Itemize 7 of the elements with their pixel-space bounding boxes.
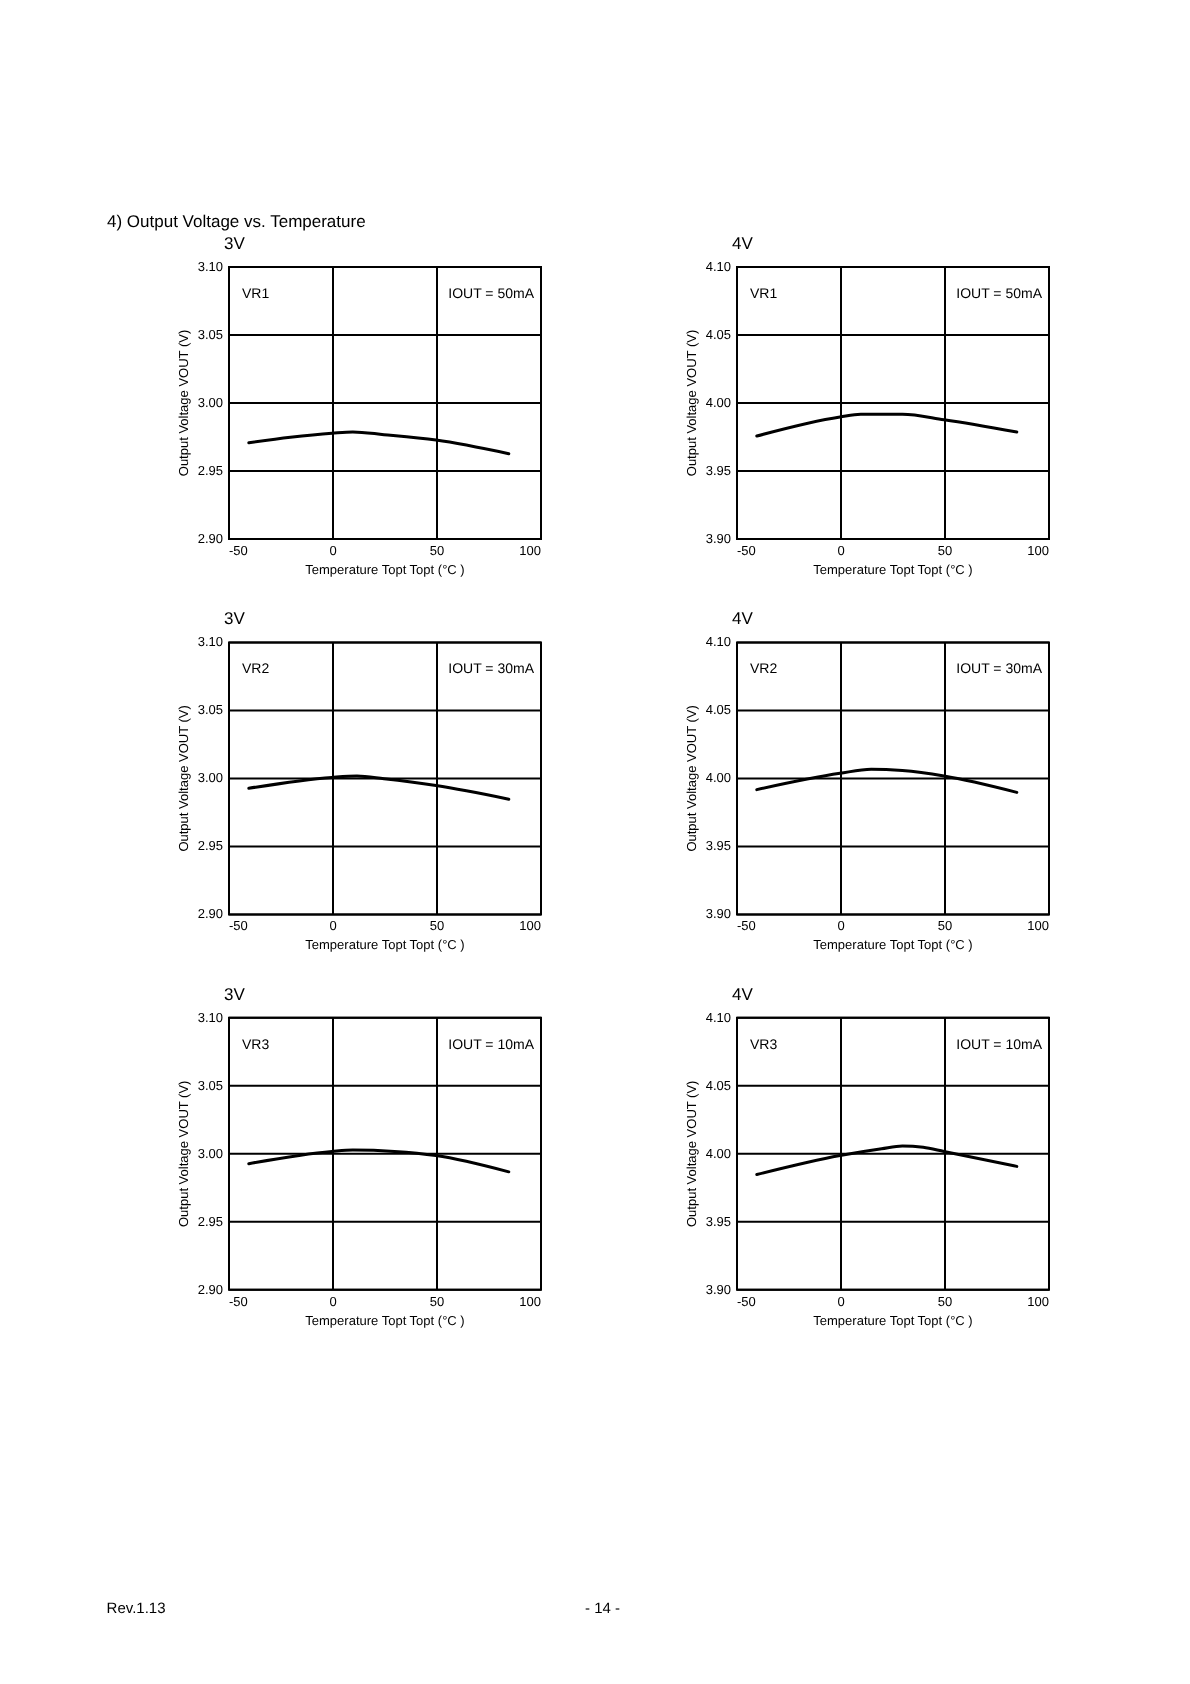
chart-title: 4V	[732, 983, 754, 1004]
chart-title: 4V	[732, 608, 754, 629]
chart-title: 3V	[224, 608, 246, 629]
text: 4) Output Voltage vs. Temperature	[107, 211, 367, 231]
chart-title: 4V	[732, 233, 754, 253]
chart-title: 3V	[224, 233, 246, 253]
chart-title: 3V	[224, 983, 246, 1004]
